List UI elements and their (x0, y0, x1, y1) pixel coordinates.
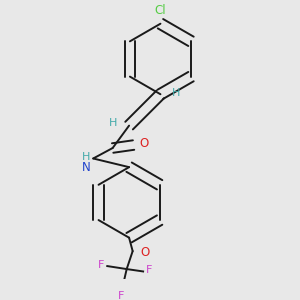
Text: H: H (109, 118, 118, 128)
Text: H: H (172, 88, 180, 98)
Text: F: F (146, 265, 152, 275)
Text: O: O (139, 137, 148, 150)
Text: O: O (140, 246, 149, 259)
Text: F: F (118, 292, 124, 300)
Text: N: N (82, 161, 90, 175)
Text: F: F (98, 260, 104, 270)
Text: Cl: Cl (154, 4, 166, 17)
Text: H: H (82, 152, 90, 162)
